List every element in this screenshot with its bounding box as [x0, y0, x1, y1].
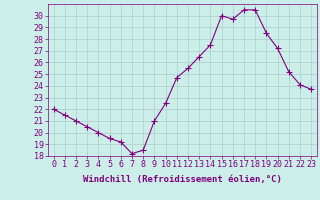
X-axis label: Windchill (Refroidissement éolien,°C): Windchill (Refroidissement éolien,°C)	[83, 175, 282, 184]
